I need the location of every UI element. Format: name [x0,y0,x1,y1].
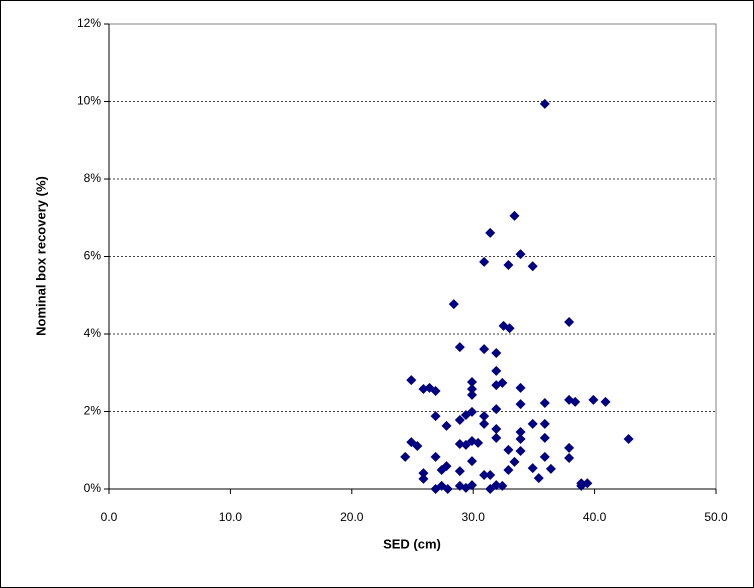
x-tick-label: 20.0 [340,510,364,524]
point [515,382,526,393]
point [466,384,477,395]
point [545,463,556,474]
point [539,418,550,429]
point [418,468,429,479]
point [503,444,514,455]
point [491,404,502,415]
point [515,249,526,260]
point [564,442,575,453]
point [539,397,550,408]
point [412,440,423,451]
point [448,299,459,310]
point [454,342,465,353]
point [527,418,538,429]
point [497,480,508,491]
point [527,261,538,272]
point [460,409,471,420]
point [539,451,550,462]
point [441,420,452,431]
point [491,480,502,491]
point [600,396,611,407]
point [570,396,581,407]
point [623,434,634,445]
y-axis-title: Nominal box recovery (%) [33,176,48,336]
point [466,456,477,467]
x-tick-label: 50.0 [704,510,728,524]
point [491,423,502,434]
point [533,473,544,484]
y-tick-label: 6% [84,249,102,263]
point [406,375,417,386]
point [485,227,496,238]
point [509,456,520,467]
y-tick-label: 8% [84,171,102,185]
point [576,480,587,491]
x-tick-label: 10.0 [219,510,243,524]
point [564,316,575,327]
point [460,439,471,450]
point [454,466,465,477]
point [485,470,496,481]
point [466,377,477,388]
point [509,210,520,221]
point [400,451,411,462]
point [479,344,490,355]
y-tick-label: 2% [84,404,102,418]
y-tick-label: 10% [77,94,101,108]
point [515,446,526,457]
point [539,98,550,109]
point [491,380,502,391]
point [430,484,441,494]
y-tick-label: 12% [77,16,101,30]
y-tick-label: 0% [84,481,102,495]
point [479,470,490,481]
point [466,389,477,400]
point [479,418,490,429]
point [460,482,471,493]
point [503,260,514,271]
point [491,432,502,443]
point [479,256,490,267]
point [515,399,526,410]
point [418,384,429,395]
point [430,385,441,396]
point [491,347,502,358]
y-tick-label: 4% [84,326,102,340]
x-tick-label: 0.0 [101,510,118,524]
point [436,465,447,476]
point [442,484,453,494]
point [418,473,429,484]
point [430,411,441,422]
point [491,365,502,376]
point [564,453,575,463]
x-tick-label: 30.0 [462,510,486,524]
plot-area [108,23,717,490]
point [588,394,599,405]
x-tick-label: 40.0 [583,510,607,524]
point [454,415,465,426]
point [479,411,490,422]
point [454,439,465,450]
point [515,434,526,445]
point [539,432,550,443]
point [430,451,441,462]
point [527,463,538,474]
point [503,465,514,476]
point [515,427,526,438]
point [504,323,515,334]
x-axis-title: SED (cm) [383,536,441,551]
point [473,437,484,448]
